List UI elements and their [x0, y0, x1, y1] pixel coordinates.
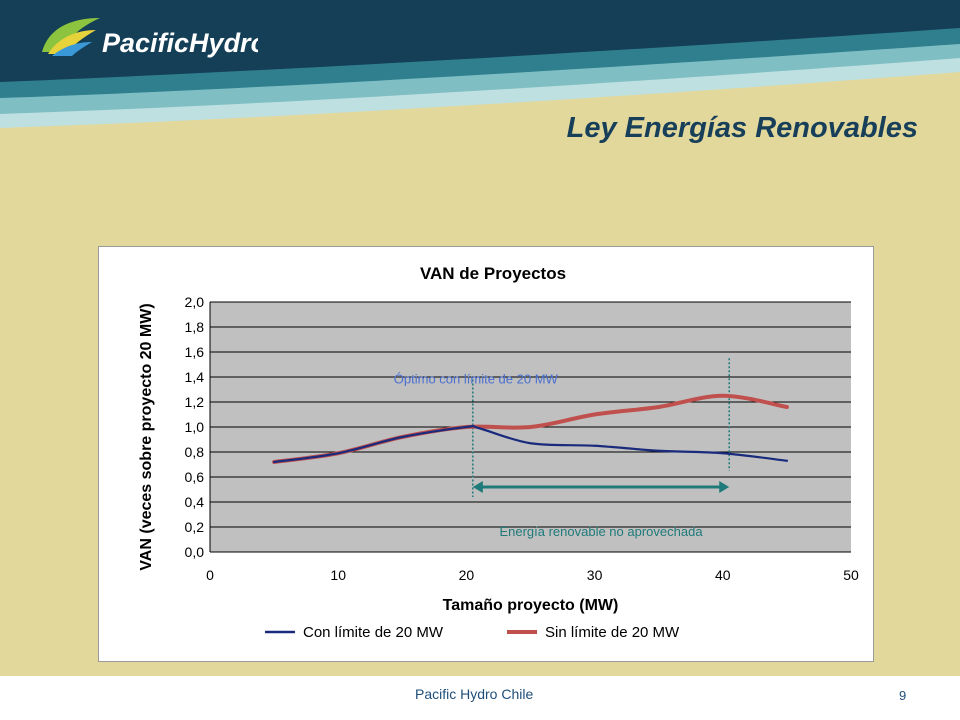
y-tick-label: 0,6: [185, 469, 205, 485]
chart-title: VAN de Proyectos: [420, 264, 566, 283]
legend: Con límite de 20 MW Sin límite de 20 MW: [265, 624, 680, 641]
range-annotation-label: Energía renovable no aprovechada: [499, 524, 703, 539]
chart-svg: VAN de Proyectos 0,0 0,2 0,4 0,6 0,8 1,0 1,2 1,…: [138, 264, 859, 641]
x-tick-label: 0: [206, 567, 214, 583]
pacific-hydro-logo: PacificHydro: [38, 12, 267, 62]
y-tick-label: 1,8: [185, 319, 205, 335]
slide-title: Ley Energías Renovables: [566, 112, 918, 144]
x-tick-label: 20: [459, 567, 475, 583]
range-arrow-left-head: [472, 481, 483, 493]
legend-label: Sin límite de 20 MW: [545, 624, 680, 641]
y-tick-label: 0,8: [185, 444, 205, 460]
page-number: 9: [899, 688, 907, 703]
x-tick-label: 30: [587, 567, 603, 583]
y-tick-label: 0,2: [185, 519, 205, 535]
chart-frame: VAN de Proyectos 0,0 0,2 0,4 0,6 0,8 1,0 1,2 1,…: [98, 246, 874, 662]
y-tick-label: 0,0: [185, 544, 205, 560]
y-tick-label: 0,4: [185, 494, 205, 510]
y-tick-label: 1,6: [185, 344, 205, 360]
series-layer: [272, 393, 789, 464]
y-tick-label: 1,4: [185, 369, 205, 385]
logo-leaf-blue: [52, 42, 92, 56]
footer-company: Pacific Hydro Chile: [415, 686, 534, 702]
header-banner: [0, 0, 960, 128]
range-arrow-right-head: [719, 481, 730, 493]
legend-label: Con límite de 20 MW: [303, 624, 444, 641]
optimo-annotation-label: Óptimo con límite de 20 MW: [394, 371, 559, 386]
y-tick-label: 1,2: [185, 394, 205, 410]
logo-leaf-yellow: [48, 30, 96, 54]
x-tick-label: 10: [330, 567, 346, 583]
header-dark-band: [0, 0, 960, 82]
y-tick-label: 2,0: [185, 294, 205, 310]
x-tick-label: 40: [715, 567, 731, 583]
series-line-con-limite: [273, 424, 788, 464]
x-tick-labels: 0 10 20 30 40 50: [206, 567, 859, 583]
annotation-layer: Óptimo con límite de 20 MW Energía renova…: [394, 358, 730, 539]
x-tick-label: 50: [843, 567, 859, 583]
y-axis-label: VAN (veces sobre proyecto 20 MW): [138, 303, 155, 570]
y-tick-labels: 0,0 0,2 0,4 0,6 0,8 1,0 1,2 1,4 1,6 1,8 2,0: [185, 294, 205, 560]
y-tick-label: 1,0: [185, 419, 205, 435]
logo-wordmark: PacificHydro: [102, 28, 258, 58]
x-axis-label: Tamaño proyecto (MW): [443, 597, 619, 614]
grid-layer: [209, 301, 851, 553]
